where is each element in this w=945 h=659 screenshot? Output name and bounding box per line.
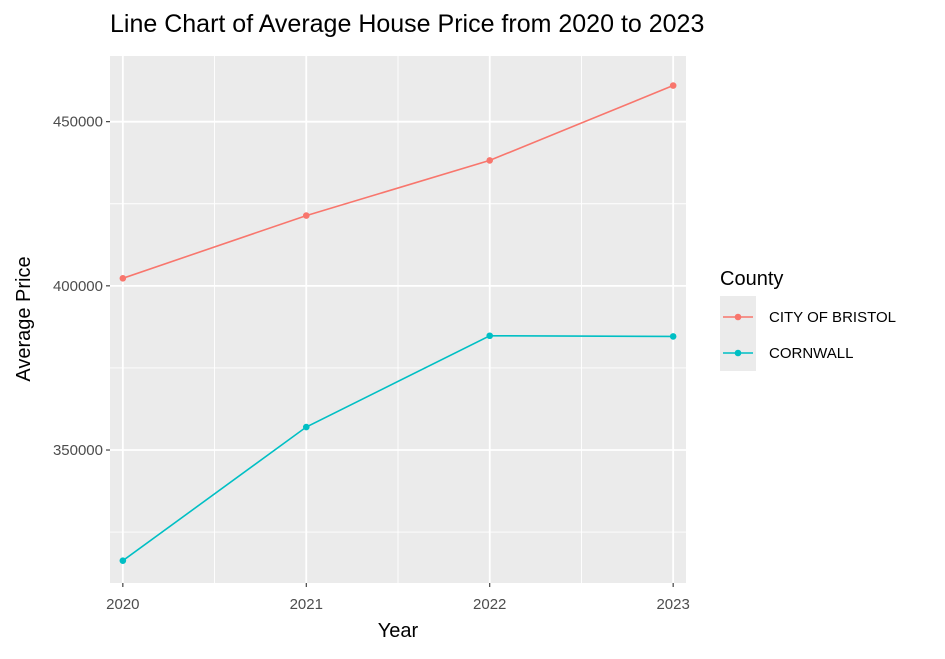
legend-key-point — [734, 313, 742, 321]
series-2-point — [669, 333, 677, 340]
series-line-1 — [122, 84, 674, 280]
series-1-point — [669, 82, 677, 89]
legend-title: County — [720, 268, 783, 290]
y-tick-label: 350000 — [53, 442, 103, 459]
legend: County CITY OF BRISTOL CORNWALL — [720, 268, 896, 371]
x-tick-label: 2023 — [656, 596, 689, 613]
legend-label: CORNWALL — [769, 345, 853, 362]
series-2-point — [302, 423, 310, 431]
series-2-point — [119, 557, 127, 564]
legend-key-point — [734, 349, 742, 357]
series-1-point — [486, 157, 494, 164]
series-2-point — [486, 332, 494, 340]
series-1-point — [119, 274, 127, 282]
x-tick-label: 2022 — [473, 596, 506, 613]
x-tick-label: 2021 — [290, 596, 323, 613]
legend-items: CITY OF BRISTOL CORNWALL — [723, 309, 896, 362]
y-axis-title: Average Price — [13, 256, 35, 381]
x-tick-label: 2020 — [106, 596, 139, 613]
axes: 350000 400000 450000 2020 2021 2022 2023 — [53, 114, 690, 613]
chart-title: Line Chart of Average House Price from 2… — [110, 10, 704, 38]
series-layer — [119, 82, 677, 564]
legend-label: CITY OF BRISTOL — [769, 309, 896, 326]
series-line-2 — [122, 334, 674, 562]
legend-key-background — [720, 296, 756, 371]
x-axis-title: Year — [378, 620, 419, 642]
y-tick-label: 450000 — [53, 114, 103, 131]
y-tick-label: 400000 — [53, 278, 103, 295]
series-1-point — [302, 212, 310, 219]
grid-lines — [110, 56, 686, 583]
